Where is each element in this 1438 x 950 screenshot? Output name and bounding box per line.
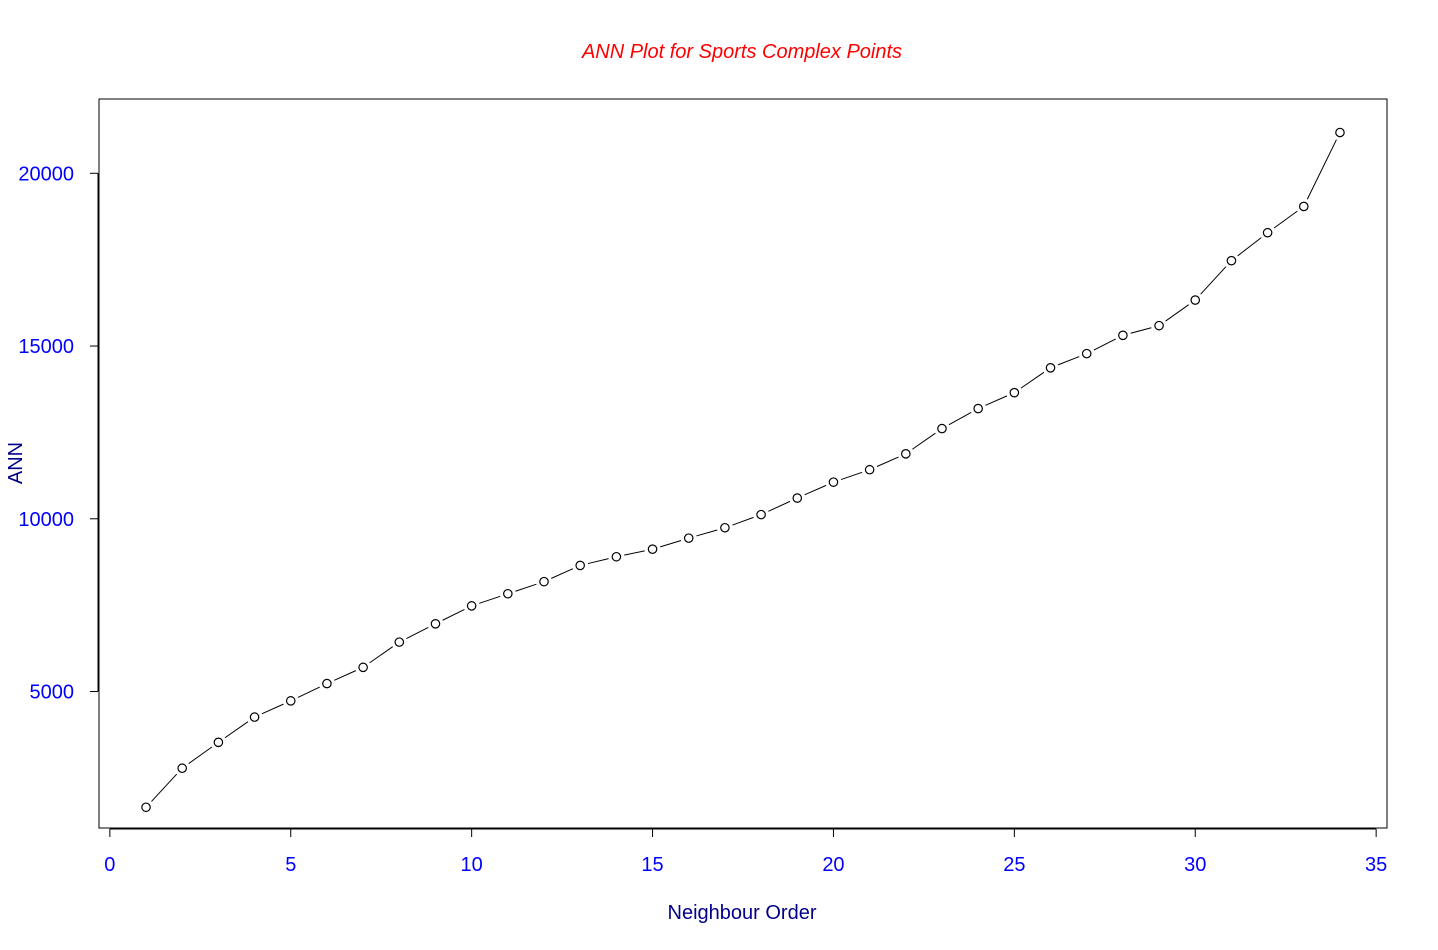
data-point — [249, 712, 260, 722]
y-tick-label: 15000 — [18, 336, 74, 358]
data-point — [575, 560, 585, 571]
series-segment — [224, 721, 249, 739]
series-segment — [1130, 327, 1152, 334]
series-segment — [732, 516, 754, 526]
series-segment — [261, 703, 284, 715]
series-segment — [442, 608, 465, 621]
data-point — [1118, 330, 1128, 341]
series-segment — [406, 626, 429, 639]
y-tick-label: 20000 — [18, 163, 74, 185]
data-point — [1009, 387, 1020, 398]
data-point — [864, 464, 875, 475]
series-segment — [1273, 210, 1298, 229]
series-segment — [804, 484, 827, 496]
series-segment — [1020, 371, 1045, 389]
data-point — [1081, 348, 1092, 359]
x-tick-label: 10 — [461, 854, 483, 876]
series-layer — [141, 127, 1345, 813]
data-point — [683, 533, 694, 543]
data-point — [828, 477, 839, 487]
series-segment — [912, 432, 936, 450]
series-segment — [985, 395, 1008, 406]
data-point — [430, 619, 441, 629]
series-segment — [587, 558, 609, 565]
series-segment — [840, 471, 863, 481]
data-point — [213, 737, 224, 748]
data-point — [611, 551, 622, 562]
chart-title: ANN Plot for Sports Complex Points — [581, 41, 902, 63]
series-segment — [188, 746, 213, 764]
series-segment — [624, 550, 645, 556]
data-point — [1298, 201, 1309, 212]
series-segment — [369, 646, 394, 664]
series-segment — [334, 670, 357, 681]
series-segment — [515, 583, 537, 592]
x-tick-label: 5 — [285, 854, 296, 876]
data-point — [503, 588, 513, 599]
x-tick-label: 15 — [641, 854, 663, 876]
x-axis: 0 5 10 15 20 25 30 35 — [104, 828, 1387, 876]
data-point — [285, 696, 296, 706]
series-segment — [768, 500, 791, 512]
y-axis: 5000 10000 15000 20000 — [18, 163, 99, 704]
data-point — [394, 637, 405, 647]
data-point — [901, 449, 911, 459]
series-segment — [297, 686, 320, 698]
series-segment — [551, 568, 574, 579]
series-segment — [660, 539, 682, 548]
y-axis-label: ANN — [5, 442, 27, 484]
data-point — [1335, 127, 1345, 138]
data-point — [177, 763, 188, 774]
series-segment — [696, 529, 718, 537]
data-point — [1190, 295, 1201, 305]
data-point — [358, 662, 368, 673]
series-segment — [1057, 356, 1080, 366]
x-tick-label: 20 — [822, 854, 844, 876]
series-segment — [479, 595, 501, 604]
series-segment — [948, 412, 972, 426]
x-tick-label: 0 — [104, 854, 115, 876]
data-point — [1226, 255, 1237, 266]
data-point — [647, 544, 658, 554]
series-segment — [876, 456, 899, 467]
y-tick-label: 10000 — [18, 509, 74, 531]
x-axis-label: Neighbour Order — [668, 902, 817, 924]
x-tick-label: 25 — [1003, 854, 1025, 876]
data-point — [973, 403, 983, 414]
data-point — [792, 493, 803, 503]
data-point — [937, 423, 947, 434]
series-segment — [1200, 266, 1227, 295]
x-tick-label: 30 — [1184, 854, 1206, 876]
y-tick-label: 5000 — [30, 682, 75, 704]
data-point — [322, 678, 332, 689]
data-point — [539, 576, 549, 587]
series-segment — [1093, 338, 1116, 351]
plot-box — [98, 98, 1388, 829]
series-segment — [1165, 304, 1190, 322]
data-point — [141, 802, 151, 813]
series-segment — [151, 773, 178, 802]
series-segment — [1237, 237, 1262, 257]
data-point — [466, 601, 477, 611]
x-tick-label: 35 — [1365, 854, 1387, 876]
data-point — [1154, 320, 1164, 331]
data-point — [1262, 227, 1273, 238]
data-point — [756, 509, 766, 520]
data-point — [1045, 362, 1056, 373]
series-segment — [1306, 139, 1337, 200]
data-point — [720, 522, 730, 533]
